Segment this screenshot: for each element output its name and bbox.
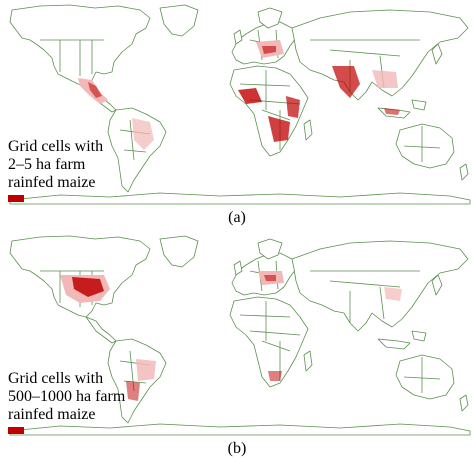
legend-line-2: 2–5 ha farm (8, 156, 86, 173)
maize-cells-south-america (132, 118, 154, 150)
legend-line-1: Grid cells with (8, 138, 104, 155)
maize-cells-south-africa (268, 371, 282, 381)
maize-cells-east-asia (372, 70, 398, 88)
world-map-a (9, 4, 471, 205)
legend-a: Grid cells with 2–5 ha farm rainfed maiz… (8, 138, 103, 202)
map-panel-a: Grid cells with 2–5 ha farm rainfed maiz… (8, 4, 471, 226)
maize-grid-cells (78, 40, 400, 150)
panel-label-b: (b) (227, 440, 247, 457)
maize-cells-west-africa (238, 88, 262, 104)
legend-b: Grid cells with 500–1000 ha farm rainfed… (8, 370, 125, 434)
maize-grid-cells (60, 271, 402, 401)
maize-cells-europe-dense (262, 46, 276, 54)
maize-cells-argentina (126, 381, 140, 401)
legend-line-1: Grid cells with (8, 370, 104, 387)
maize-cells-usa-dense (72, 277, 104, 297)
maize-cells-east-africa (286, 96, 300, 118)
maize-cells-south-asia (332, 66, 360, 98)
legend-line-2: 500–1000 ha farm (8, 388, 126, 405)
legend-swatch (8, 195, 24, 202)
map-panel-b: Grid cells with 500–1000 ha farm rainfed… (0, 231, 474, 462)
maize-cells-mexico-dense (88, 82, 102, 98)
panel-label-a: (a) (228, 209, 246, 226)
maize-cells-europe-dense (264, 275, 276, 281)
world-map-b (9, 235, 471, 436)
legend-swatch (8, 427, 24, 434)
maize-cells-southern-africa (268, 116, 290, 142)
legend-line-3: rainfed maize (8, 406, 96, 423)
legend-line-3: rainfed maize (8, 174, 96, 191)
maize-cells-china (384, 287, 402, 301)
maize-cells-brazil (136, 359, 156, 381)
maize-cells-indonesia (384, 108, 400, 115)
